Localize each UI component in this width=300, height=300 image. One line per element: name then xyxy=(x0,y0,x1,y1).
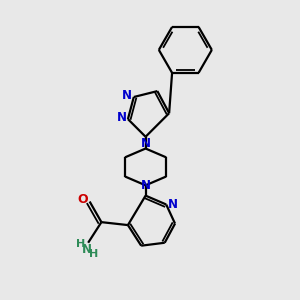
Text: N: N xyxy=(82,243,92,256)
Text: N: N xyxy=(141,137,151,150)
Text: H: H xyxy=(89,249,98,259)
Text: N: N xyxy=(141,179,151,192)
Text: N: N xyxy=(168,198,178,211)
Text: N: N xyxy=(116,111,126,124)
Text: H: H xyxy=(76,239,86,249)
Text: N: N xyxy=(122,89,132,102)
Text: O: O xyxy=(78,193,88,206)
